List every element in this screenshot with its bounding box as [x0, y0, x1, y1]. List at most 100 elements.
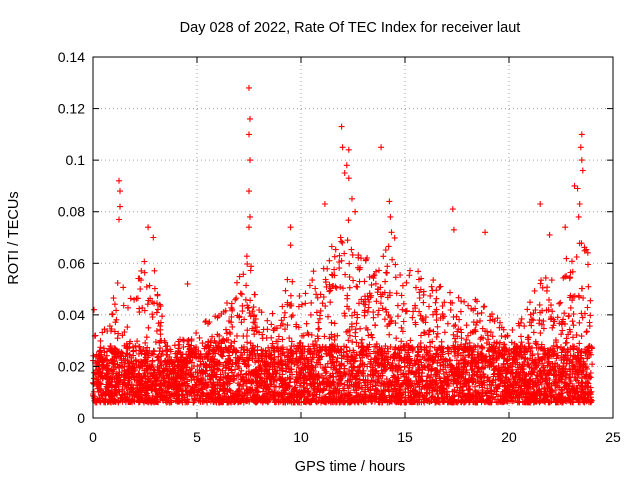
data-point: [306, 347, 313, 354]
data-point: [120, 302, 127, 309]
data-point: [517, 387, 524, 394]
data-point: [259, 375, 266, 382]
data-point: [341, 250, 348, 257]
data-point: [115, 330, 122, 337]
data-point: [158, 337, 165, 344]
data-point: [350, 347, 357, 354]
data-point: [212, 313, 219, 320]
data-point: [352, 329, 359, 336]
data-point: [143, 334, 150, 341]
data-point: [125, 304, 131, 311]
data-point: [376, 346, 383, 353]
data-point: [271, 363, 278, 370]
data-point: [478, 393, 485, 400]
data-point: [377, 300, 384, 307]
data-point: [229, 369, 236, 376]
data-point: [331, 266, 338, 273]
data-point: [124, 356, 131, 363]
data-point: [244, 347, 251, 354]
data-point: [221, 380, 227, 387]
data-point: [299, 301, 305, 308]
data-point: [136, 364, 143, 371]
data-point: [392, 390, 399, 397]
data-point: [261, 359, 268, 366]
data-point: [571, 393, 577, 400]
data-point: [458, 335, 465, 342]
data-point: [502, 382, 508, 389]
data-point: [545, 306, 552, 313]
data-point: [264, 367, 271, 374]
data-point: [112, 372, 119, 379]
data-point: [322, 370, 329, 377]
data-point: [554, 345, 561, 352]
data-point: [397, 272, 404, 278]
data-point: [456, 316, 463, 323]
data-point: [326, 391, 332, 398]
data-point: [469, 378, 476, 385]
data-point: [278, 357, 285, 364]
data-point: [384, 345, 391, 352]
data-point: [155, 320, 162, 327]
data-point: [236, 273, 243, 280]
data-point: [583, 328, 590, 335]
data-point: [238, 319, 245, 326]
data-point: [138, 267, 145, 274]
data-point: [448, 348, 455, 355]
data-point: [264, 317, 271, 324]
data-point: [310, 395, 317, 402]
data-point: [365, 304, 372, 311]
data-point: [279, 336, 286, 343]
data-point: [392, 320, 399, 327]
data-point: [455, 294, 462, 301]
data-point: [123, 344, 130, 351]
data-point: [416, 369, 423, 376]
data-point: [487, 329, 494, 336]
data-point: [349, 338, 356, 345]
data-point: [532, 379, 539, 386]
data-point: [363, 325, 370, 331]
data-point: [516, 399, 523, 406]
data-point: [284, 346, 290, 353]
data-point: [576, 340, 583, 347]
data-point: [450, 323, 457, 330]
data-point: [316, 325, 323, 332]
data-point: [121, 394, 128, 401]
data-point: [322, 346, 328, 353]
data-point: [250, 344, 257, 351]
data-point: [522, 393, 529, 400]
data-point: [229, 306, 236, 313]
data-point: [576, 363, 583, 370]
data-point: [477, 397, 484, 403]
data-point: [96, 371, 103, 378]
data-point: [269, 310, 276, 317]
data-point: [570, 311, 577, 317]
data-point: [537, 280, 544, 287]
data-point: [241, 316, 248, 323]
data-point: [304, 358, 311, 365]
data-point: [493, 364, 500, 371]
data-point: [538, 321, 545, 328]
data-point: [199, 340, 206, 347]
data-point: [314, 386, 321, 393]
data-point: [573, 254, 580, 260]
data-point: [561, 379, 568, 386]
data-point: [154, 394, 161, 400]
data-point: [423, 377, 430, 384]
data-point: [100, 359, 107, 366]
data-point: [421, 392, 428, 399]
data-point: [416, 396, 422, 403]
data-point: [274, 344, 281, 351]
data-point: [136, 343, 142, 350]
data-point: [140, 383, 147, 389]
data-point: [506, 353, 513, 360]
data-point: [536, 301, 543, 308]
data-point: [120, 284, 127, 291]
data-point: [372, 280, 379, 287]
data-point: [408, 393, 415, 400]
data-point: [372, 322, 379, 329]
data-point: [203, 318, 209, 324]
data-point: [567, 388, 574, 395]
data-point: [471, 328, 477, 335]
data-point: [126, 351, 133, 358]
data-point: [279, 367, 286, 374]
